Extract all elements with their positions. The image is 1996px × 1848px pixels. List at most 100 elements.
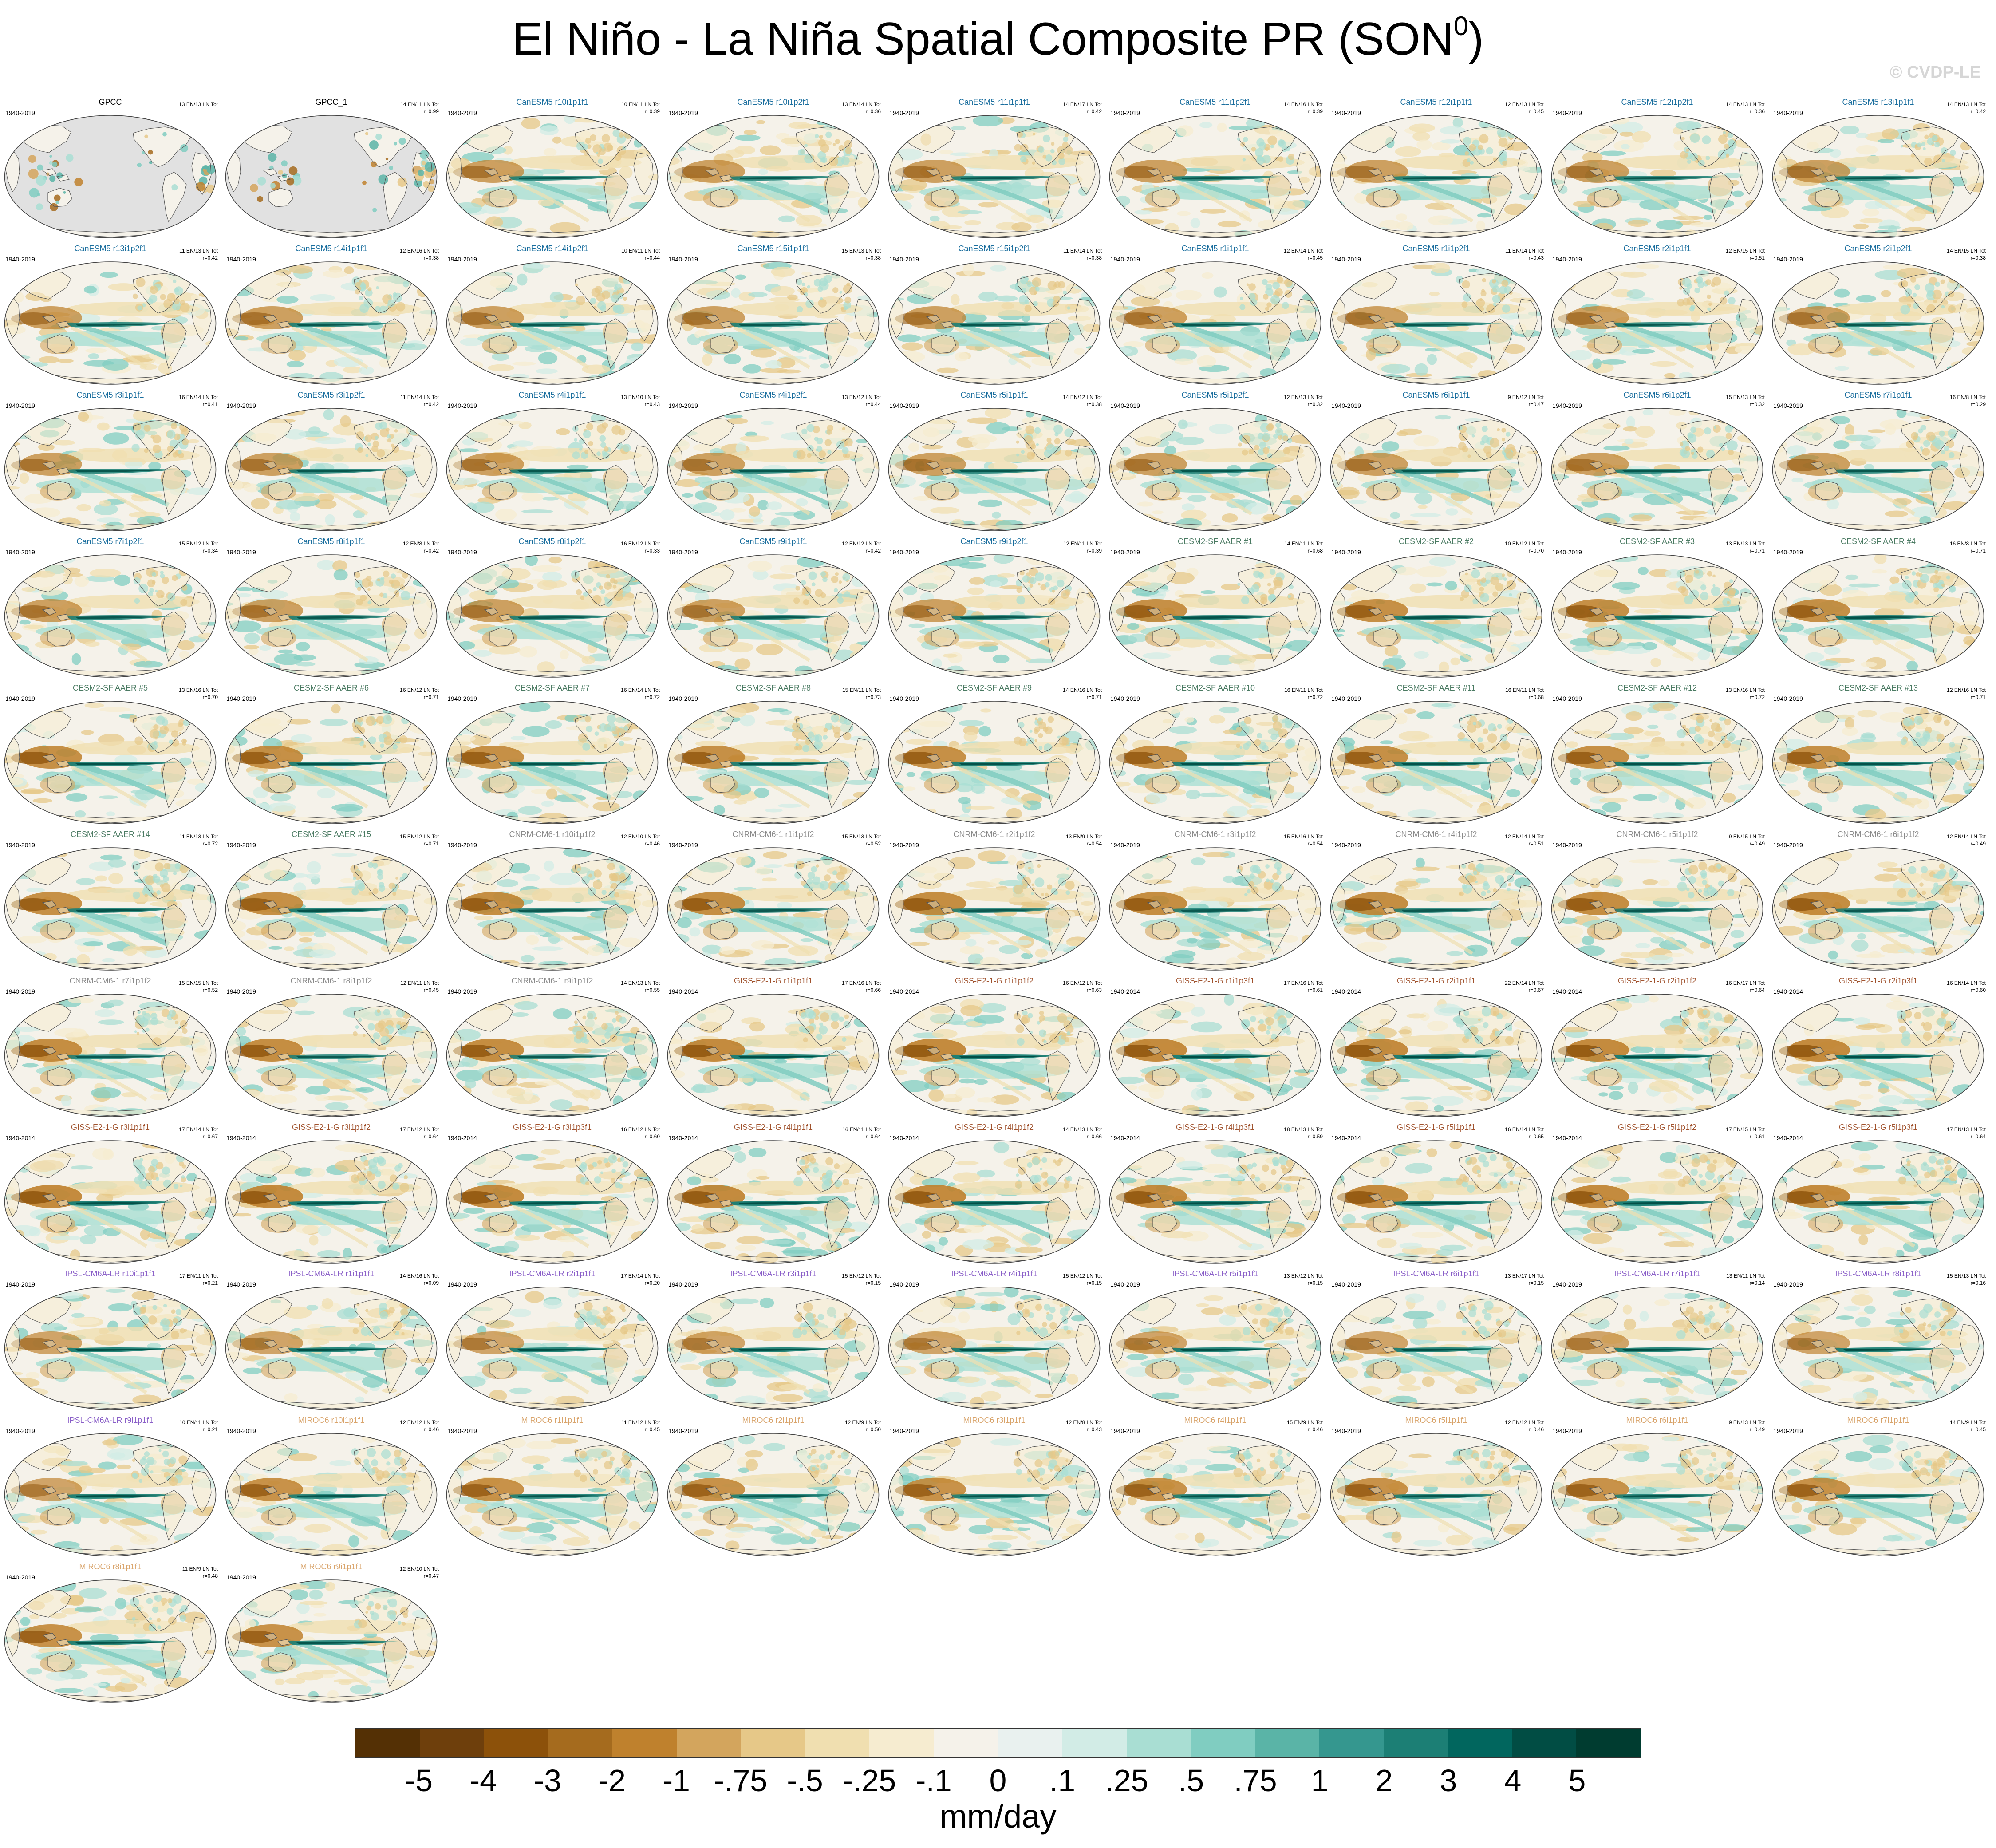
anomaly-patch: [1856, 145, 1878, 155]
land-anomaly: [1260, 597, 1267, 604]
composite-map: [4, 554, 217, 678]
land-anomaly: [1707, 294, 1711, 299]
anomaly-patch: [75, 810, 86, 818]
land-anomaly: [596, 451, 601, 456]
land-region: [932, 188, 956, 207]
land-anomaly: [160, 570, 164, 575]
anomaly-patch: [1011, 222, 1032, 232]
equatorial-wet-core: [1843, 177, 1928, 180]
copyright-label: © CVDP-LE: [1889, 63, 1981, 82]
map-field: [446, 555, 658, 677]
land-region: [383, 319, 407, 368]
coastline: [1709, 611, 1734, 662]
anomaly-patch: [259, 645, 271, 651]
anomaly-patch: [537, 580, 558, 590]
land-anomaly: [1051, 142, 1055, 146]
anomaly-patch: [667, 645, 688, 657]
coastline: [489, 481, 514, 500]
anomaly-patch: [404, 513, 417, 520]
anomaly-patch: [735, 134, 761, 141]
land-anomaly: [1724, 290, 1729, 296]
land-anomaly: [1685, 148, 1689, 152]
map-outline: [888, 261, 1101, 385]
anomaly-patch: [1951, 361, 1971, 369]
equatorial-wet-core: [296, 470, 381, 473]
map-outline: [225, 701, 438, 824]
coastline: [1238, 419, 1296, 460]
coastline: [1738, 152, 1759, 195]
anomaly-patch: [108, 283, 139, 291]
land-anomaly: [355, 431, 364, 440]
land-anomaly: [1711, 586, 1721, 596]
land-anomaly: [1046, 438, 1052, 443]
anomaly-patch: [1434, 415, 1451, 420]
land-anomaly: [173, 279, 177, 283]
spcz-dry-band: [1396, 619, 1474, 662]
land-anomaly: [1728, 450, 1734, 455]
anomaly-patch: [298, 431, 329, 437]
panel-event-counts: 15 EN/13 LN Tot: [842, 248, 881, 254]
land-anomaly: [811, 582, 816, 587]
panel-title: CESM2-SF AAER #6: [293, 683, 369, 692]
coastline: [1296, 592, 1317, 635]
land-anomaly: [1259, 442, 1267, 449]
anomaly-patch: [675, 479, 700, 487]
spcz-dry-band: [291, 619, 369, 662]
anomaly-patch: [318, 493, 335, 502]
anomaly-patch: [1558, 660, 1574, 667]
land-anomaly: [1912, 292, 1917, 297]
land-anomaly: [593, 305, 597, 309]
anomaly-patch: [238, 663, 269, 671]
land-anomaly: [1458, 442, 1467, 450]
land-anomaly: [1686, 297, 1695, 305]
anomaly-patch: [1301, 266, 1321, 276]
anomaly-patch: [1824, 646, 1841, 655]
anomaly-patch: [84, 703, 104, 708]
panel-title: CanESM5 r10i1p2f1: [737, 98, 809, 107]
land-anomaly: [1489, 438, 1499, 448]
land-anomaly: [844, 591, 850, 597]
land-region: [485, 608, 511, 620]
anomaly-patch: [1076, 376, 1100, 383]
panel-title: GPCC_1: [315, 98, 347, 107]
land-region: [668, 590, 682, 631]
coastline: [1709, 172, 1734, 223]
anomaly-patch: [888, 351, 905, 364]
land-anomaly: [583, 591, 589, 597]
map-field: [1772, 555, 1984, 677]
land-region: [1518, 446, 1537, 487]
land-anomaly: [1684, 446, 1690, 451]
spcz-dry-band: [733, 326, 811, 369]
panel-title: CESM2-SF AAER #8: [735, 683, 811, 692]
land-anomaly: [572, 451, 580, 459]
land-anomaly: [1690, 133, 1700, 143]
anomaly-patch: [1337, 265, 1368, 270]
north-dry-band: [288, 741, 421, 755]
coastline: [1488, 172, 1513, 223]
map-outline: [446, 554, 659, 678]
land-anomaly: [164, 727, 167, 731]
land-anomaly: [1457, 425, 1463, 431]
anomaly-patch: [1176, 290, 1202, 301]
land-anomaly: [1274, 288, 1283, 296]
land-region: [927, 608, 953, 620]
panel-event-counts: 13 EN/13 LN Tot: [179, 101, 218, 107]
land-anomaly: [1278, 140, 1286, 148]
anomaly-patch: [535, 368, 558, 374]
anomaly-patch: [1675, 121, 1702, 130]
land-anomaly: [1472, 598, 1479, 604]
anomaly-patch: [488, 364, 514, 371]
anomaly-patch: [1251, 654, 1278, 659]
land-anomaly: [1490, 576, 1499, 585]
anomaly-patch: [1845, 434, 1873, 441]
coastline: [825, 611, 850, 662]
land-anomaly: [614, 153, 622, 161]
land-anomaly: [359, 727, 363, 731]
land-anomaly: [826, 429, 832, 435]
land-region: [634, 153, 653, 194]
land-anomaly: [1030, 577, 1037, 584]
land-anomaly: [1237, 582, 1241, 586]
anomaly-patch: [1906, 661, 1918, 671]
equatorial-wet-core: [1622, 177, 1707, 180]
anomaly-patch: [4, 486, 20, 490]
